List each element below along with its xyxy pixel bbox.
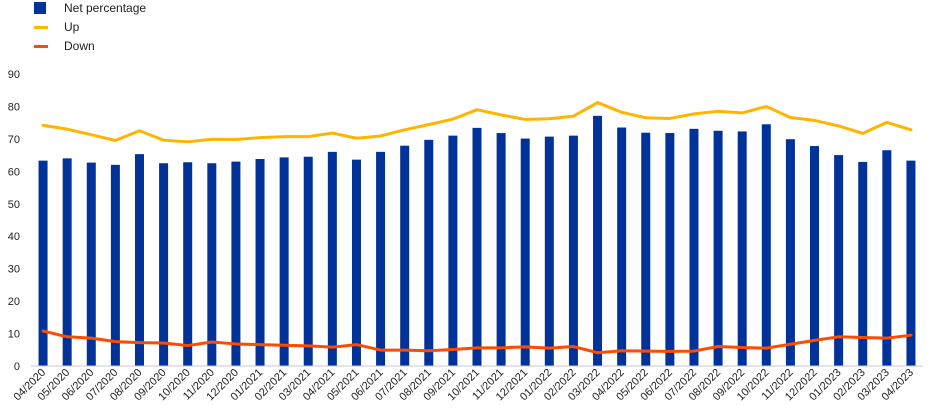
y-tick-label: 30 [8,264,20,276]
legend-swatch-net-percentage [34,2,46,14]
bar-net-percentage [544,136,554,366]
bar-net-percentage [327,151,337,366]
bar-net-percentage [303,156,313,366]
bar-net-percentage [472,127,482,366]
x-axis: 04/202005/202006/202007/202008/202009/20… [12,365,923,403]
bar-net-percentage [568,135,578,366]
legend-item-net-percentage: Net percentage [34,0,146,17]
bar-net-percentage [376,151,386,366]
bar-net-percentage [593,115,603,366]
legend-label-net-percentage: Net percentage [64,1,147,15]
bar-net-percentage [110,164,120,366]
bar-net-percentage [183,162,193,366]
legend-swatch-down [34,44,48,48]
y-tick-label: 60 [8,166,20,178]
bar-net-percentage [38,160,48,366]
bar-net-percentage [448,135,458,366]
bar-net-percentage [906,160,916,366]
bar-net-percentage [617,127,627,366]
bar-net-percentage [834,155,844,366]
bar-net-percentage [351,159,361,366]
bar-series [38,115,916,366]
y-axis: 0 10 20 30 40 50 60 70 80 90 [8,69,20,373]
bar-net-percentage [134,154,144,366]
line-down [41,329,913,355]
bar-net-percentage [424,139,434,366]
bar-net-percentage [689,128,699,366]
bar-net-percentage [858,161,868,366]
bar-net-percentage [159,163,169,366]
bar-net-percentage [279,157,289,366]
bar-net-percentage [737,131,747,366]
line-up [41,101,913,144]
bar-net-percentage [641,132,651,366]
y-tick-label: 10 [8,329,20,341]
legend: Net percentage Up Down [0,0,220,60]
y-tick-label: 70 [8,134,20,146]
y-tick-label: 40 [8,231,20,243]
y-tick-label: 90 [8,69,20,81]
bar-net-percentage [785,139,795,366]
bar-net-percentage [713,130,723,366]
bar-net-percentage [496,133,506,366]
y-tick-label: 0 [14,361,20,373]
legend-item-down: Down [34,37,95,55]
bar-net-percentage [231,161,241,366]
bar-net-percentage [810,146,820,366]
bar-net-percentage [86,162,96,366]
legend-label-down: Down [64,39,95,53]
bar-net-percentage [62,158,72,366]
y-tick-label: 50 [8,199,20,211]
bar-net-percentage [207,163,217,366]
bar-net-percentage [520,138,530,366]
bar-net-percentage [761,124,771,366]
line-series [41,101,913,355]
bar-net-percentage [665,133,675,366]
legend-swatch-up [34,25,48,29]
legend-item-up: Up [34,18,79,36]
y-tick-label: 20 [8,296,20,308]
bar-net-percentage [400,145,410,366]
legend-label-up: Up [64,20,80,34]
bar-net-percentage [255,159,265,366]
y-tick-label: 80 [8,101,20,113]
bar-net-percentage [882,150,892,366]
